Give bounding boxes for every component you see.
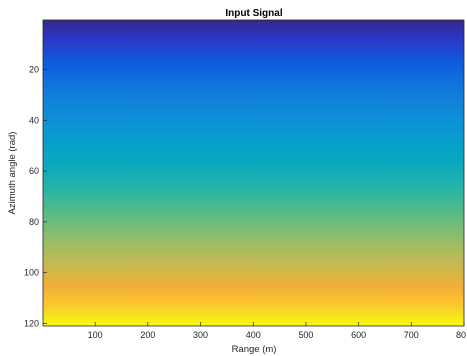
x-axis-label: Range (m) [232,344,277,355]
y-tick-label: 40 [29,115,39,125]
x-tick-label: 400 [246,330,261,340]
x-tick-label: 600 [351,330,366,340]
x-tick-label: 700 [404,330,419,340]
y-tick-label: 120 [24,318,39,328]
y-tick-label: 20 [29,65,39,75]
x-tick-label: 500 [298,330,313,340]
x-tick-label: 80 [456,330,466,340]
y-axis-ticks: 20 40 60 80 100 120 [24,65,47,328]
heatmap-image [43,20,464,326]
y-tick-label: 80 [29,217,39,227]
x-axis-ticks: 100 200 300 400 500 600 700 80 [88,322,466,340]
y-tick-label: 60 [29,166,39,176]
x-tick-label: 200 [140,330,155,340]
y-tick-label: 100 [24,268,39,278]
y-axis-label: Azimuth angle (rad) [7,132,18,215]
x-tick-label: 300 [193,330,208,340]
chart-title: Input Signal [225,8,282,19]
x-tick-label: 100 [88,330,103,340]
